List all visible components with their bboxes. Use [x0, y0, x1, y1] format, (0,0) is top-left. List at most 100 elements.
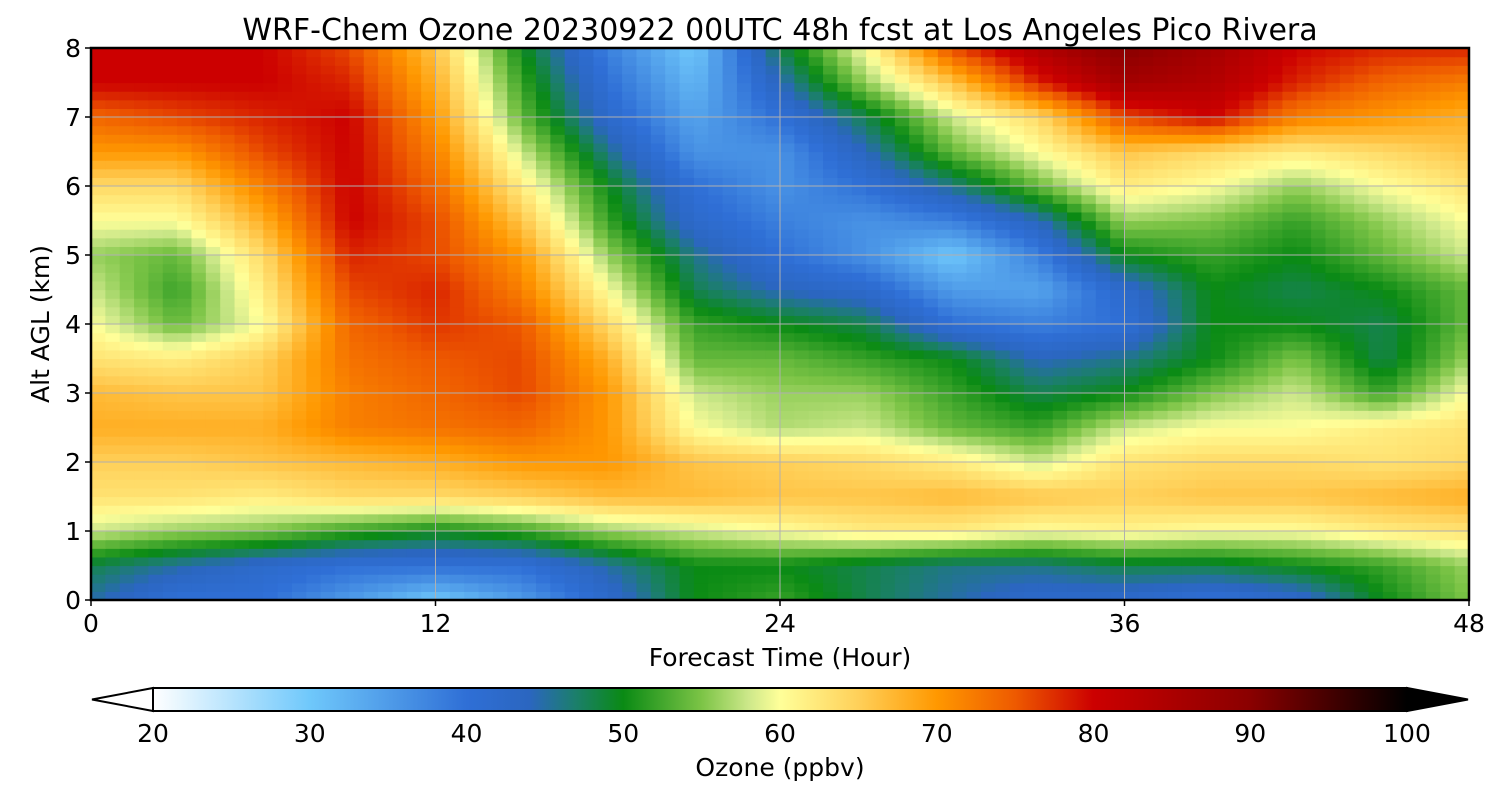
heatmap-cell	[1153, 203, 1169, 213]
heatmap-cell	[162, 418, 178, 429]
heatmap-cell	[679, 487, 695, 498]
heatmap-cell	[980, 211, 996, 222]
heatmap-cell	[665, 289, 681, 299]
heatmap-cell	[593, 462, 609, 472]
heatmap-cell	[1425, 513, 1441, 523]
heatmap-cell	[1167, 306, 1183, 316]
heatmap-cell	[1354, 487, 1370, 498]
heatmap-cell	[837, 487, 853, 498]
heatmap-cell	[1440, 186, 1456, 196]
heatmap-cell	[980, 548, 996, 558]
heatmap-cell	[392, 280, 408, 291]
heatmap-cell	[449, 211, 465, 222]
heatmap-cell	[1038, 375, 1054, 385]
heatmap-cell	[421, 565, 437, 575]
heatmap-cell	[1038, 496, 1054, 506]
heatmap-cell	[1009, 513, 1025, 523]
heatmap-cell	[650, 539, 666, 549]
heatmap-cell	[952, 324, 968, 334]
heatmap-cell	[550, 496, 566, 506]
heatmap-cell	[234, 177, 250, 187]
heatmap-cell	[320, 505, 336, 515]
heatmap-cell	[1052, 255, 1068, 265]
heatmap-cell	[966, 393, 982, 403]
heatmap-cell	[1124, 539, 1140, 549]
heatmap-cell	[622, 289, 638, 299]
heatmap-cell	[449, 246, 465, 256]
heatmap-cell	[1382, 427, 1398, 437]
heatmap-cell	[952, 436, 968, 446]
heatmap-cell	[162, 306, 178, 316]
heatmap-cell	[320, 410, 336, 420]
heatmap-cell	[320, 513, 336, 523]
heatmap-cell	[622, 582, 638, 592]
heatmap-cell	[507, 496, 523, 506]
heatmap-cell	[995, 513, 1011, 523]
heatmap-cell	[148, 393, 164, 403]
heatmap-cell	[794, 298, 810, 308]
heatmap-cell	[808, 410, 824, 420]
heatmap-cell	[535, 229, 551, 239]
heatmap-cell	[220, 280, 236, 291]
heatmap-cell	[521, 591, 537, 600]
heatmap-cell	[952, 315, 968, 325]
heatmap-cell	[995, 194, 1011, 204]
heatmap-cell	[851, 306, 867, 316]
heatmap-cell	[550, 556, 566, 567]
heatmap-cell	[1138, 194, 1154, 204]
heatmap-cell	[1081, 341, 1097, 351]
heatmap-cell	[492, 168, 508, 178]
heatmap-cell	[378, 393, 394, 403]
heatmap-cell	[205, 539, 221, 549]
heatmap-cell	[1196, 194, 1212, 204]
heatmap-cell	[177, 220, 193, 230]
heatmap-cell	[1067, 315, 1083, 325]
heatmap-cell	[751, 168, 767, 178]
heatmap-cell	[980, 375, 996, 385]
heatmap-cell	[1167, 375, 1183, 385]
heatmap-cell	[535, 410, 551, 420]
heatmap-cell	[708, 289, 724, 299]
heatmap-cell	[335, 168, 350, 178]
heatmap-cell	[1196, 505, 1212, 515]
heatmap-cell	[449, 203, 465, 213]
heatmap-cell	[1153, 263, 1169, 273]
heatmap-cell	[837, 444, 853, 454]
heatmap-cell	[291, 505, 307, 515]
heatmap-cell	[1440, 427, 1456, 437]
heatmap-cell	[966, 160, 982, 170]
heatmap-cell	[1067, 203, 1083, 213]
heatmap-cell	[1354, 574, 1370, 584]
heatmap-cell	[650, 522, 666, 532]
heatmap-cell	[291, 591, 307, 600]
heatmap-cell	[693, 539, 709, 549]
heatmap-cell	[1440, 384, 1456, 394]
heatmap-cell	[923, 332, 939, 342]
heatmap-cell	[148, 548, 164, 558]
heatmap-cell	[1440, 487, 1456, 498]
heatmap-cell	[1239, 427, 1255, 437]
heatmap-cell	[607, 367, 623, 377]
heatmap-cell	[1052, 341, 1068, 351]
heatmap-cell	[1325, 410, 1341, 420]
heatmap-cell	[1253, 237, 1269, 247]
heatmap-cell	[952, 582, 968, 592]
heatmap-cell	[593, 505, 609, 515]
heatmap-cell	[1081, 531, 1097, 541]
heatmap-cell	[952, 522, 968, 532]
heatmap-cell	[1296, 160, 1312, 170]
heatmap-cell	[966, 539, 982, 549]
heatmap-cell	[349, 280, 365, 291]
heatmap-cell	[607, 324, 623, 334]
heatmap-cell	[550, 332, 566, 342]
heatmap-cell	[937, 436, 953, 446]
heatmap-cell	[421, 410, 437, 420]
heatmap-cell	[1253, 539, 1269, 549]
heatmap-cell	[1282, 444, 1298, 454]
heatmap-cell	[808, 444, 824, 454]
heatmap-cell	[708, 591, 724, 600]
heatmap-cell	[248, 349, 264, 360]
heatmap-cell	[851, 160, 867, 170]
heatmap-cell	[162, 522, 178, 532]
heatmap-cell	[564, 289, 580, 299]
